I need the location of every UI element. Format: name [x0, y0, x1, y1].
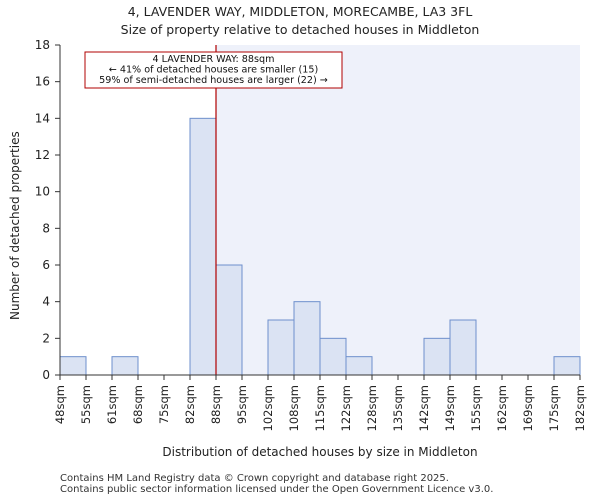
- x-tick-label: 75sqm: [157, 385, 171, 424]
- bar-175sqm: [553, 356, 581, 376]
- x-tick-label: 142sqm: [417, 385, 431, 431]
- x-tick-label: 108sqm: [287, 385, 301, 431]
- y-tick-label: 14: [35, 111, 50, 125]
- x-tick-label: 88sqm: [209, 385, 223, 424]
- x-tick-label: 169sqm: [521, 385, 535, 431]
- x-tick-label: 61sqm: [105, 385, 119, 424]
- y-tick-label: 16: [35, 75, 50, 89]
- annotation-line-2: ← 41% of detached houses are smaller (15…: [109, 65, 318, 76]
- x-tick-label: 82sqm: [183, 385, 197, 424]
- annotation-box: [84, 51, 343, 89]
- annotation-line-1: 4 LAVENDER WAY: 88sqm: [153, 54, 275, 65]
- x-tick-label: 135sqm: [391, 385, 405, 431]
- x-tick-label: 182sqm: [573, 385, 587, 431]
- bar-82sqm: [189, 117, 217, 376]
- x-tick-label: 95sqm: [235, 385, 249, 424]
- y-axis-label: Number of detached properties: [8, 131, 22, 320]
- x-tick-label: 149sqm: [443, 385, 457, 431]
- y-tick-label: 10: [35, 185, 50, 199]
- footer-copyright: Contains HM Land Registry data © Crown c…: [60, 473, 449, 484]
- y-tick-label: 18: [35, 38, 50, 52]
- annotation-line-3: 59% of semi-detached houses are larger (…: [99, 75, 328, 86]
- y-tick-label: 6: [42, 258, 50, 272]
- x-tick-label: 48sqm: [53, 385, 67, 424]
- x-tick-label: 128sqm: [365, 385, 379, 431]
- bar-122sqm: [345, 356, 373, 376]
- y-tick-label: 8: [42, 221, 50, 235]
- chart-title-address: 4, LAVENDER WAY, MIDDLETON, MORECAMBE, L…: [127, 4, 473, 19]
- bar-61sqm: [111, 356, 139, 376]
- x-tick-label: 175sqm: [547, 385, 561, 431]
- x-tick-label: 155sqm: [469, 385, 483, 431]
- footer-licence: Contains public sector information licen…: [60, 484, 494, 495]
- bar-88sqm: [215, 264, 243, 376]
- y-tick-label: 12: [35, 148, 50, 162]
- x-tick-label: 68sqm: [131, 385, 145, 424]
- y-tick-label: 0: [42, 368, 50, 382]
- bar-108sqm: [293, 301, 321, 376]
- bar-115sqm: [319, 337, 347, 376]
- bar-48sqm: [59, 356, 87, 376]
- y-tick-label: 2: [42, 331, 50, 345]
- chart-title-subtitle: Size of property relative to detached ho…: [120, 22, 480, 37]
- x-tick-label: 115sqm: [313, 385, 327, 431]
- x-tick-label: 102sqm: [261, 385, 275, 431]
- x-tick-label: 55sqm: [79, 385, 93, 424]
- x-tick-label: 162sqm: [495, 385, 509, 431]
- bar-102sqm: [267, 319, 295, 376]
- x-axis-label: Distribution of detached houses by size …: [162, 445, 478, 459]
- bar-149sqm: [449, 319, 477, 376]
- bar-142sqm: [423, 337, 451, 376]
- y-tick-label: 4: [42, 295, 50, 309]
- x-tick-label: 122sqm: [339, 385, 353, 431]
